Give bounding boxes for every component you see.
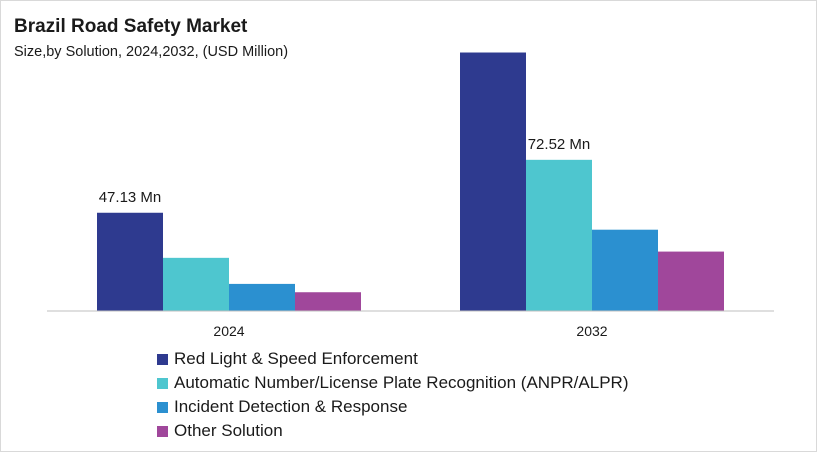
legend-label: Incident Detection & Response bbox=[174, 397, 408, 416]
bar bbox=[295, 292, 361, 311]
chart-title: Brazil Road Safety Market bbox=[14, 16, 248, 37]
x-tick-label: 2032 bbox=[576, 323, 607, 339]
bar bbox=[460, 52, 526, 311]
bar bbox=[658, 251, 724, 311]
legend-swatch bbox=[157, 353, 168, 365]
legend-item: Other Solution bbox=[157, 419, 628, 443]
bar bbox=[163, 257, 229, 311]
legend-item: Incident Detection & Response bbox=[157, 395, 628, 419]
bar bbox=[97, 212, 163, 311]
chart-legend: Red Light & Speed Enforcement Automatic … bbox=[157, 347, 628, 443]
bar bbox=[229, 283, 295, 311]
bar bbox=[526, 159, 592, 311]
legend-swatch bbox=[157, 425, 168, 437]
legend-label: Automatic Number/License Plate Recogniti… bbox=[174, 373, 629, 392]
legend-item: Automatic Number/License Plate Recogniti… bbox=[157, 371, 628, 395]
chart-subtitle: Size,by Solution, 2024,2032, (USD Millio… bbox=[14, 44, 289, 60]
legend-item: Red Light & Speed Enforcement bbox=[157, 347, 628, 371]
legend-swatch bbox=[157, 377, 168, 389]
bar bbox=[592, 229, 658, 311]
legend-label: Red Light & Speed Enforcement bbox=[174, 349, 418, 368]
data-label: 72.52 Mn bbox=[528, 136, 591, 153]
x-tick-label: 2024 bbox=[213, 323, 244, 339]
legend-swatch bbox=[157, 401, 168, 413]
data-label: 47.13 Mn bbox=[99, 189, 162, 206]
legend-label: Other Solution bbox=[174, 421, 283, 440]
